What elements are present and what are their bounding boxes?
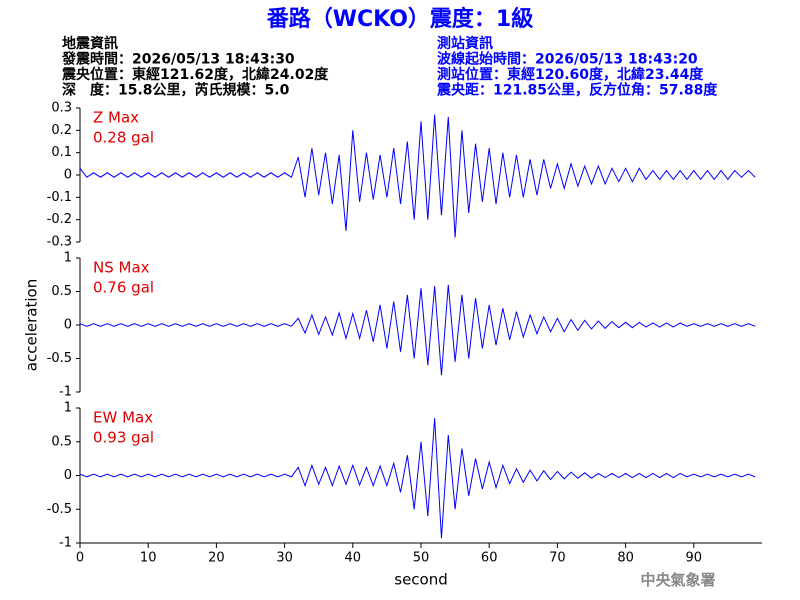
x-tick-label: 70 bbox=[549, 551, 566, 566]
y-tick-label: 0.5 bbox=[51, 284, 72, 299]
info-left: 深 度：15.8公里，芮氏規模：5.0 bbox=[62, 82, 290, 99]
y-tick-label: -1 bbox=[59, 536, 72, 551]
y-tick-label: 0 bbox=[64, 168, 72, 183]
y-tick-label: 0.5 bbox=[51, 434, 72, 449]
x-tick-label: 50 bbox=[413, 551, 430, 566]
y-tick-label: -1 bbox=[59, 385, 72, 400]
y-tick-label: -0.3 bbox=[47, 235, 72, 250]
waveform bbox=[79, 284, 756, 376]
waveform bbox=[79, 114, 756, 238]
info-right: 波線起始時間：2026/05/13 18:43:20 bbox=[437, 51, 698, 68]
x-tick-label: 0 bbox=[76, 551, 84, 566]
y-tick-label: 0.1 bbox=[51, 145, 72, 160]
max-label: 0.93 gal bbox=[93, 429, 154, 447]
x-axis-label: second bbox=[394, 571, 448, 589]
y-tick-label: -0.5 bbox=[47, 351, 72, 366]
max-label: NS Max bbox=[93, 259, 150, 277]
x-tick-label: 60 bbox=[481, 551, 498, 566]
title: 番路（WCKO）震度：1級 bbox=[266, 6, 533, 32]
y-tick-label: -0.2 bbox=[47, 212, 72, 227]
y-tick-label: 0.3 bbox=[51, 101, 72, 116]
x-tick-label: 30 bbox=[276, 551, 293, 566]
info-left: 地震資訊 bbox=[62, 35, 118, 52]
info-right: 測站資訊 bbox=[437, 35, 493, 52]
x-tick-label: 20 bbox=[208, 551, 225, 566]
max-label: Z Max bbox=[93, 109, 139, 127]
y-tick-label: -0.5 bbox=[47, 502, 72, 517]
y-tick-label: -0.1 bbox=[47, 190, 72, 205]
y-tick-label: 0.2 bbox=[51, 123, 72, 138]
footer: 中央氣象署 bbox=[640, 571, 715, 589]
y-tick-label: 1 bbox=[64, 401, 72, 416]
x-tick-label: 90 bbox=[686, 551, 703, 566]
y-tick-label: 1 bbox=[64, 251, 72, 266]
info-left: 發震時間：2026/05/13 18:43:30 bbox=[61, 51, 295, 68]
info-right: 震央距：121.85公里，反方位角：57.88度 bbox=[436, 82, 718, 99]
x-tick-label: 80 bbox=[617, 551, 634, 566]
max-label: 0.76 gal bbox=[93, 279, 154, 297]
waveform bbox=[79, 418, 756, 539]
info-right: 測站位置：東經120.60度，北緯23.44度 bbox=[437, 66, 704, 83]
max-label: 0.28 gal bbox=[93, 129, 154, 147]
x-tick-label: 40 bbox=[345, 551, 362, 566]
info-left: 震央位置：東經121.62度，北緯24.02度 bbox=[61, 66, 329, 83]
y-tick-label: 0 bbox=[64, 318, 72, 333]
y-tick-label: 0 bbox=[64, 468, 72, 483]
max-label: EW Max bbox=[93, 409, 153, 427]
x-tick-label: 10 bbox=[140, 551, 157, 566]
y-axis-label: acceleration bbox=[23, 279, 41, 371]
